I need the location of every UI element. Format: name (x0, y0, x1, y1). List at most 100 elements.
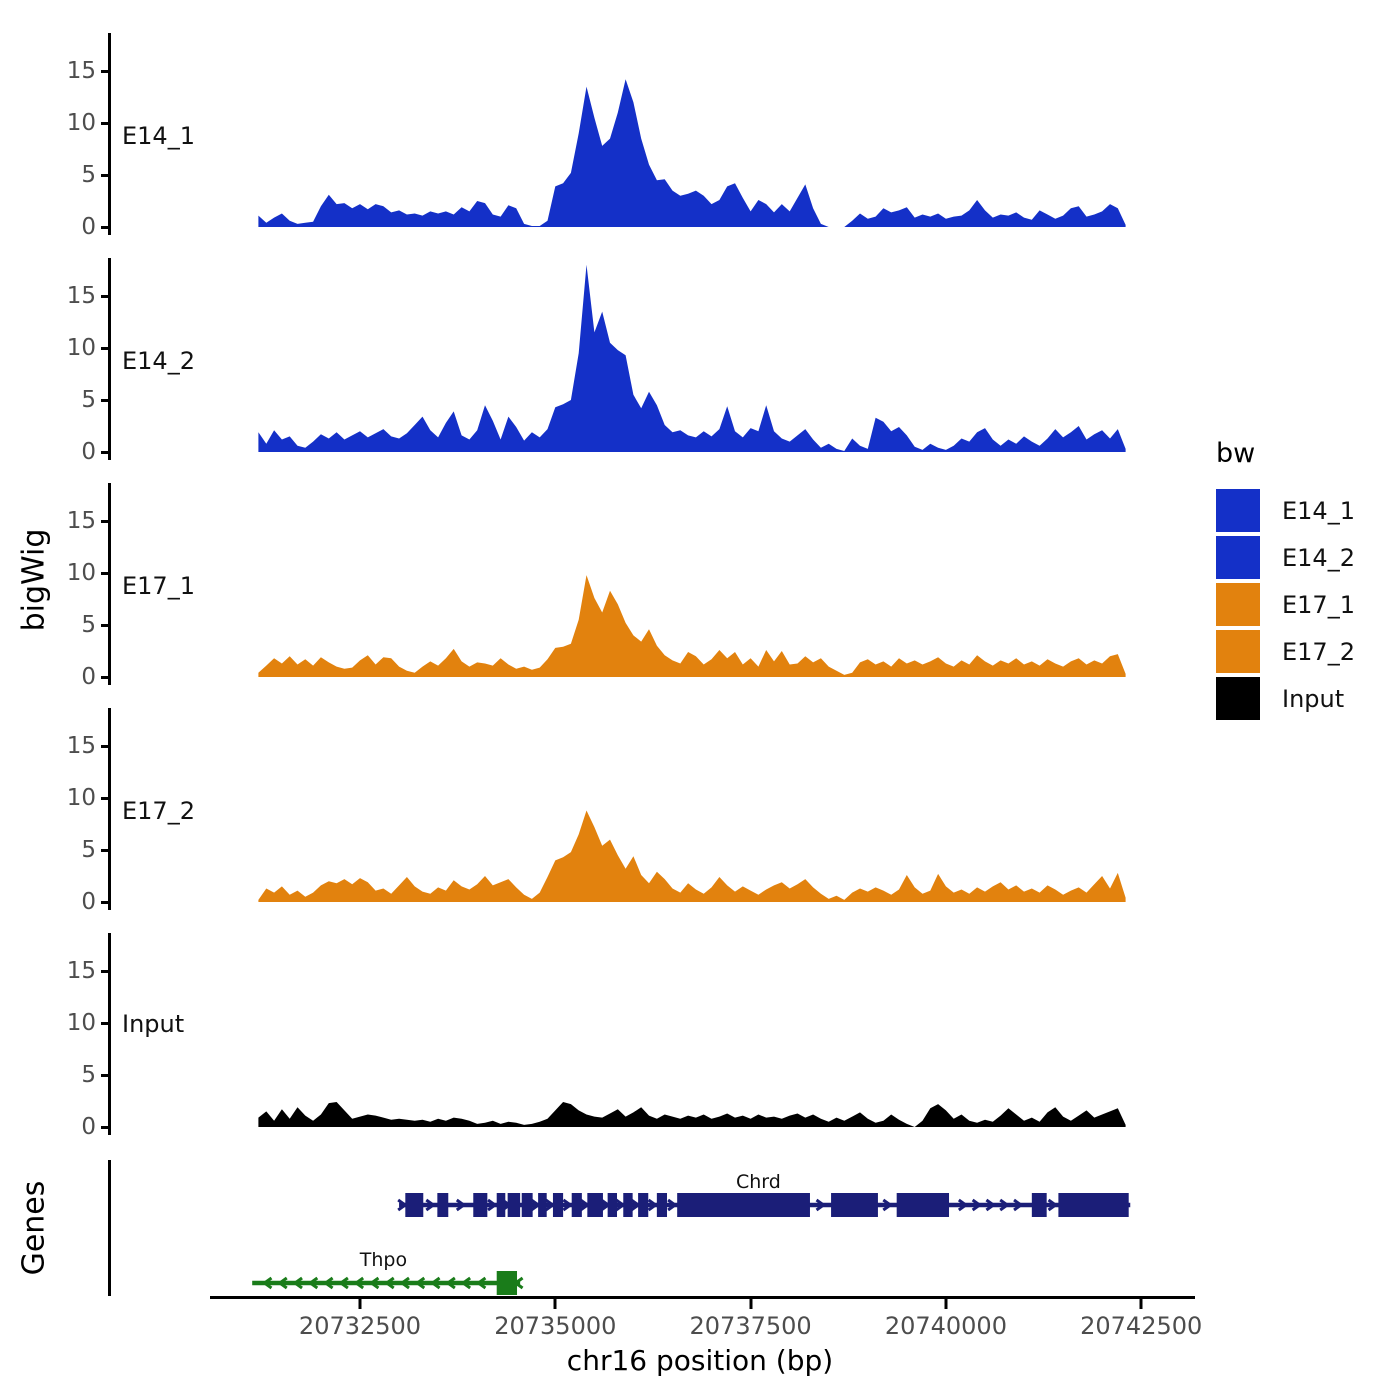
gene-exon (571, 1193, 582, 1217)
track-signal-area (258, 575, 1126, 677)
y-tick-mark (101, 849, 109, 852)
y-tick-label: 10 (66, 1010, 96, 1036)
legend-item: Input (1216, 675, 1355, 722)
gene-exon (607, 1193, 618, 1217)
legend-label: E14_2 (1282, 543, 1355, 572)
y-tick-mark (101, 347, 109, 350)
x-axis-line (210, 1296, 1195, 1299)
gene-exon (1058, 1193, 1129, 1217)
y-tick-label: 0 (81, 664, 96, 690)
x-axis-title: chr16 position (bp) (566, 1344, 834, 1377)
track-signal-area (258, 264, 1126, 452)
y-tick-label: 15 (66, 283, 96, 309)
gene-exon (656, 1193, 668, 1217)
x-tick-label: 20740000 (884, 1312, 1007, 1340)
track-label: Input (122, 1010, 185, 1038)
track-signal-area (258, 1102, 1126, 1127)
y-axis-line (108, 33, 111, 235)
legend-swatch-e14-1 (1216, 489, 1260, 532)
y-tick-label: 10 (66, 110, 96, 136)
y-tick-mark (101, 174, 109, 177)
gene-exon (496, 1193, 506, 1217)
y-tick-mark (101, 399, 109, 402)
gene-exon (587, 1193, 603, 1217)
gene-exon (521, 1193, 533, 1217)
x-tick-label: 20737500 (689, 1312, 812, 1340)
y-tick-label: 15 (66, 958, 96, 984)
legend: bw E14_1 E14_2 E17_1 E17_2 Input (1216, 438, 1355, 722)
y-tick-mark (101, 122, 109, 125)
y-axis-line (108, 933, 111, 1135)
y-tick-label: 10 (66, 335, 96, 361)
legend-label: Input (1282, 684, 1345, 713)
legend-label: E17_1 (1282, 590, 1355, 619)
y-tick-mark (101, 745, 109, 748)
track-label: E14_2 (122, 347, 195, 375)
gene-exon (638, 1193, 649, 1217)
y-tick-label: 10 (66, 785, 96, 811)
gene-label: Chrd (736, 1171, 781, 1193)
y-tick-mark (101, 797, 109, 800)
y-tick-mark (101, 295, 109, 298)
y-tick-mark (101, 624, 109, 627)
x-tick-label: 20742500 (1080, 1312, 1203, 1340)
gene-models: Chrd Thpo (252, 1171, 1131, 1295)
gene-exon (896, 1193, 950, 1217)
legend-item: E14_2 (1216, 534, 1355, 581)
track-label: E14_1 (122, 122, 195, 150)
x-tick-mark (358, 1299, 362, 1309)
y-tick-mark (101, 676, 109, 679)
track-signal-area (258, 79, 1126, 227)
y-tick-mark (101, 1022, 109, 1025)
legend-swatch-e17-2 (1216, 630, 1260, 673)
y-tick-label: 15 (66, 733, 96, 759)
y-tick-mark (101, 70, 109, 73)
gene-exon (496, 1271, 518, 1295)
y-tick-label: 15 (66, 58, 96, 84)
gene-exon (623, 1193, 633, 1217)
y-tick-label: 0 (81, 439, 96, 465)
x-tick-mark (749, 1299, 753, 1309)
track-label: E17_1 (122, 572, 195, 600)
legend-label: E14_1 (1282, 496, 1355, 525)
y-tick-label: 0 (81, 889, 96, 915)
y-tick-mark (101, 1074, 109, 1077)
x-tick-mark (1139, 1299, 1143, 1309)
legend-title: bw (1216, 438, 1256, 469)
y-tick-mark (101, 901, 109, 904)
x-tick-label: 20732500 (298, 1312, 422, 1340)
legend-swatch-e17-1 (1216, 583, 1260, 626)
legend-item: E17_1 (1216, 581, 1355, 628)
y-tick-label: 5 (81, 387, 96, 413)
gene-exon (538, 1193, 547, 1217)
x-tick-label: 20735000 (494, 1312, 617, 1340)
y-tick-label: 5 (81, 612, 96, 638)
gene-label: Thpo (359, 1249, 407, 1271)
y-tick-label: 5 (81, 1062, 96, 1088)
y-tick-label: 15 (66, 508, 96, 534)
legend-swatch-input (1216, 677, 1260, 720)
y-tick-label: 5 (81, 162, 96, 188)
y-axis-line (108, 258, 111, 460)
y-tick-mark (101, 970, 109, 973)
gene-exon (831, 1193, 878, 1217)
y-tick-label: 10 (66, 560, 96, 586)
y-tick-label: 5 (81, 837, 96, 863)
genes-axis-line (108, 1160, 111, 1296)
legend-swatch-e14-2 (1216, 536, 1260, 579)
gene-exon (405, 1193, 424, 1217)
gene-exon (437, 1193, 449, 1217)
y-tick-mark (101, 451, 109, 454)
y-tick-label: 0 (81, 1114, 96, 1140)
gene-exon (507, 1193, 521, 1217)
track-label: E17_2 (122, 797, 195, 825)
gene-exon (473, 1193, 488, 1217)
gene-exon (1031, 1193, 1047, 1217)
legend-item: E14_1 (1216, 487, 1355, 534)
x-tick-mark (944, 1299, 948, 1309)
y-axis-line (108, 708, 111, 910)
y-tick-mark (101, 226, 109, 229)
y-tick-mark (101, 572, 109, 575)
gene-exon (552, 1193, 564, 1217)
